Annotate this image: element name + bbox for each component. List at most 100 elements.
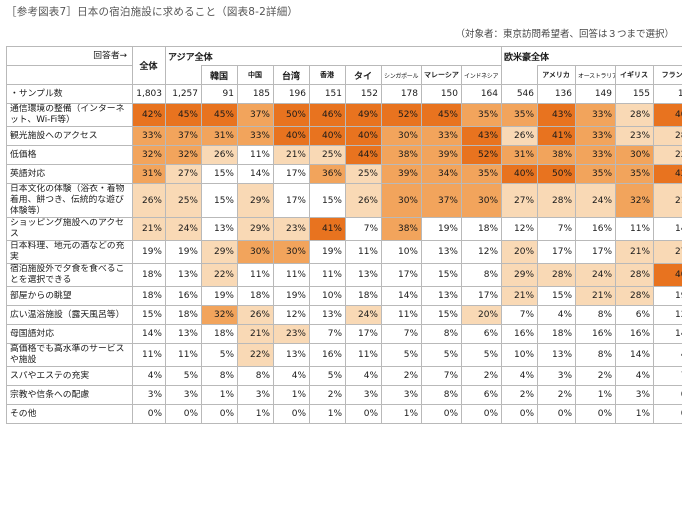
sample-size-row: ・サンプル数 1,803 1,257 91 185 196 151 152 178 150 164… <box>6 84 682 104</box>
percent-cell: 35% <box>460 103 503 127</box>
percent-cell: 24% <box>165 217 202 241</box>
sample-size-cell: 150 <box>421 84 462 104</box>
percent-cell: 21% <box>501 286 539 306</box>
country-header-france: フランス <box>653 65 682 85</box>
percent-cell: 15% <box>309 183 346 218</box>
country-header-uk: イギリス <box>615 65 655 85</box>
percent-cell: 27% <box>165 164 202 184</box>
row-label: 広い温浴施設（露天風呂等） <box>6 305 133 325</box>
sample-size-label: ・サンプル数 <box>6 84 133 104</box>
percent-cell: 8% <box>575 305 617 325</box>
percent-cell: 18% <box>345 286 382 306</box>
percent-cell: 2% <box>381 366 422 386</box>
asia-group-header: アジア全体 <box>164 46 503 66</box>
percent-cell: 11% <box>273 263 310 287</box>
percent-cell: 22% <box>237 343 274 367</box>
percent-cell: 23% <box>615 126 655 146</box>
table-body: 回答者→ 全体 アジア全体 欧米豪全体 韓国 中国 台湾 香港 タイ シンガポー… <box>6 46 682 424</box>
percent-cell: 10% <box>381 240 422 264</box>
percent-cell: 0% <box>501 404 539 424</box>
percent-cell: 19% <box>132 240 166 264</box>
percent-cell: 26% <box>345 183 382 218</box>
percent-cell: 2% <box>309 385 346 405</box>
percent-cell: 40% <box>653 263 682 287</box>
percent-cell: 16% <box>615 324 655 344</box>
percent-cell: 21% <box>653 183 682 218</box>
table-row: 高価格でも高水準のサービスや施設 11% 11% 5% 22% 13% 16% 11% 5% 5%… <box>6 343 682 367</box>
row-label: ショッピング施設へのアクセス <box>6 217 133 241</box>
percent-cell: 13% <box>165 324 202 344</box>
percent-cell: 4% <box>132 366 166 386</box>
percent-cell: 3% <box>381 385 422 405</box>
row-label: 宗教や信条への配慮 <box>6 385 133 405</box>
percent-cell: 30% <box>381 126 422 146</box>
percent-cell: 14% <box>653 217 682 241</box>
percent-cell: 1% <box>201 385 238 405</box>
percent-cell: 45% <box>421 103 462 127</box>
percent-cell: 0% <box>132 404 166 424</box>
percent-cell: 5% <box>460 343 503 367</box>
percent-cell: 31% <box>132 164 166 184</box>
country-header-hongkong: 香港 <box>309 65 346 85</box>
percent-cell: 26% <box>201 145 238 165</box>
percent-cell: 43% <box>537 103 577 127</box>
west-total-spacer <box>501 65 539 85</box>
country-header-taiwan: 台湾 <box>273 65 310 85</box>
percent-cell: 10% <box>501 343 539 367</box>
percent-cell: 22% <box>653 145 682 165</box>
percent-cell: 21% <box>237 324 274 344</box>
chart-title: ［参考図表7］日本の宿泊施設に求めること（図表8-2詳細） <box>6 6 299 18</box>
percent-cell: 7% <box>421 366 462 386</box>
percent-cell: 12% <box>501 217 539 241</box>
percent-cell: 15% <box>201 164 238 184</box>
percent-cell: 14% <box>237 164 274 184</box>
percent-cell: 26% <box>501 126 539 146</box>
percent-cell: 23% <box>273 324 310 344</box>
percent-cell: 33% <box>132 126 166 146</box>
percent-cell: 33% <box>421 126 462 146</box>
percent-cell: 4% <box>273 366 310 386</box>
percent-cell: 10% <box>309 286 346 306</box>
sample-size-cell: 152 <box>345 84 382 104</box>
percent-cell: 15% <box>201 183 238 218</box>
percent-cell: 37% <box>237 103 274 127</box>
percent-cell: 24% <box>575 183 617 218</box>
percent-cell: 20% <box>460 305 503 325</box>
percent-cell: 19% <box>201 286 238 306</box>
percent-cell: 5% <box>309 366 346 386</box>
percent-cell: 7% <box>537 217 577 241</box>
percent-cell: 14% <box>381 286 422 306</box>
percent-cell: 15% <box>132 305 166 325</box>
row-label: 高価格でも高水準のサービスや施設 <box>6 343 133 367</box>
table-row: 観光施設へのアクセス 33% 37% 31% 33% 40% 40% 40% 30% 33% 43%… <box>6 126 682 146</box>
percent-cell: 28% <box>615 286 655 306</box>
percent-cell: 31% <box>501 145 539 165</box>
percent-cell: 15% <box>421 263 462 287</box>
percent-cell: 15% <box>537 286 577 306</box>
row-label: 宿泊施設外で夕食を食べることを選択できる <box>6 263 133 287</box>
percent-cell: 13% <box>421 286 462 306</box>
percent-cell: 0% <box>201 404 238 424</box>
percent-cell: 28% <box>653 126 682 146</box>
percent-cell: 18% <box>201 324 238 344</box>
row-label: 部屋からの眺望 <box>6 286 133 306</box>
percent-cell: 45% <box>201 103 238 127</box>
percent-cell: 42% <box>653 164 682 184</box>
percent-cell: 2% <box>501 385 539 405</box>
percent-cell: 12% <box>273 305 310 325</box>
percent-cell: 13% <box>201 217 238 241</box>
percent-cell: 17% <box>273 164 310 184</box>
row-label: 英語対応 <box>6 164 133 184</box>
percent-cell: 1% <box>273 385 310 405</box>
percent-cell: 38% <box>381 217 422 241</box>
west-group-header: 欧米豪全体 <box>501 46 682 66</box>
percent-cell: 14% <box>615 343 655 367</box>
percent-cell: 4% <box>615 366 655 386</box>
percent-cell: 17% <box>381 263 422 287</box>
table-row: 広い温浴施設（露天風呂等） 15% 18% 32% 26% 12% 13% 24% 11% 15%… <box>6 305 682 325</box>
percent-cell: 27% <box>653 240 682 264</box>
country-header-indonesia: インドネシア <box>460 65 503 85</box>
percent-cell: 3% <box>132 385 166 405</box>
